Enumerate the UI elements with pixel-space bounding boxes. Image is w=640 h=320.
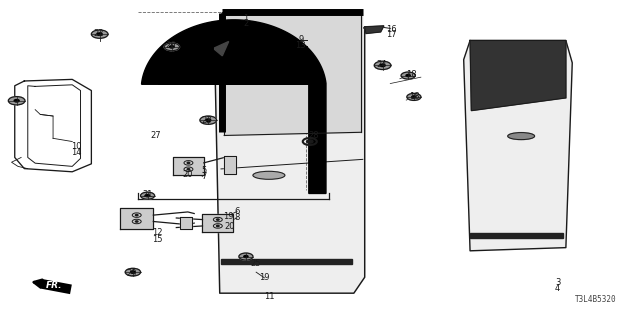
Circle shape — [164, 43, 179, 51]
Circle shape — [407, 93, 421, 100]
Circle shape — [97, 33, 102, 36]
Text: 23: 23 — [201, 116, 212, 125]
Text: 21: 21 — [142, 190, 153, 199]
Text: 15: 15 — [152, 235, 163, 244]
Ellipse shape — [508, 132, 534, 140]
Text: 13: 13 — [296, 41, 306, 51]
Text: 2: 2 — [243, 19, 248, 28]
Polygon shape — [173, 157, 204, 175]
Text: 4: 4 — [555, 284, 560, 292]
Circle shape — [216, 219, 219, 220]
Polygon shape — [224, 13, 362, 135]
Text: 1: 1 — [243, 14, 248, 23]
Text: 24: 24 — [376, 60, 387, 69]
Circle shape — [374, 61, 391, 69]
Circle shape — [92, 30, 108, 38]
Text: FR.: FR. — [45, 281, 62, 290]
Circle shape — [141, 192, 155, 199]
Circle shape — [170, 46, 174, 48]
Polygon shape — [202, 213, 233, 232]
Polygon shape — [221, 259, 352, 264]
Text: 25: 25 — [250, 259, 260, 268]
Text: 3: 3 — [555, 278, 560, 287]
Text: 20: 20 — [182, 170, 193, 179]
Circle shape — [145, 195, 150, 197]
Text: 16: 16 — [386, 25, 397, 34]
Polygon shape — [214, 42, 228, 56]
Polygon shape — [470, 41, 566, 111]
Circle shape — [200, 116, 216, 124]
Text: 19: 19 — [223, 212, 234, 221]
Circle shape — [187, 169, 189, 170]
Polygon shape — [120, 208, 154, 229]
Polygon shape — [464, 41, 572, 251]
Circle shape — [244, 255, 248, 258]
Circle shape — [307, 140, 313, 143]
Text: 29: 29 — [126, 268, 137, 278]
Text: 8: 8 — [234, 213, 239, 222]
Circle shape — [401, 72, 415, 79]
Text: T3L4B5320: T3L4B5320 — [575, 295, 617, 304]
Text: 17: 17 — [386, 30, 397, 39]
Text: 26: 26 — [165, 41, 176, 51]
Circle shape — [412, 96, 416, 98]
Circle shape — [187, 162, 189, 164]
Text: 11: 11 — [264, 292, 275, 301]
Circle shape — [380, 64, 385, 67]
Text: 7: 7 — [201, 172, 207, 181]
Text: 19: 19 — [259, 273, 269, 282]
Circle shape — [136, 221, 138, 222]
Text: 14: 14 — [71, 148, 81, 157]
Ellipse shape — [253, 171, 285, 179]
Circle shape — [239, 253, 253, 260]
Polygon shape — [214, 13, 365, 293]
Circle shape — [131, 271, 135, 273]
Circle shape — [14, 100, 19, 102]
Text: 22: 22 — [93, 29, 104, 38]
Text: 27: 27 — [150, 131, 161, 140]
Text: 12: 12 — [152, 228, 163, 237]
Polygon shape — [470, 233, 563, 238]
Circle shape — [136, 214, 138, 216]
Text: 10: 10 — [71, 142, 81, 151]
Text: 18: 18 — [409, 92, 420, 101]
Polygon shape — [223, 156, 236, 174]
Polygon shape — [179, 217, 192, 228]
Text: 9: 9 — [298, 35, 303, 44]
Circle shape — [216, 225, 219, 227]
Text: 20: 20 — [224, 222, 235, 231]
Polygon shape — [365, 26, 384, 34]
Circle shape — [205, 119, 211, 121]
Text: 5: 5 — [201, 166, 206, 175]
Circle shape — [406, 75, 410, 76]
Text: 28: 28 — [308, 131, 319, 140]
Circle shape — [8, 97, 25, 105]
Text: 6: 6 — [234, 207, 239, 216]
Polygon shape — [141, 20, 326, 194]
Circle shape — [125, 268, 141, 276]
Text: 18: 18 — [406, 70, 417, 79]
